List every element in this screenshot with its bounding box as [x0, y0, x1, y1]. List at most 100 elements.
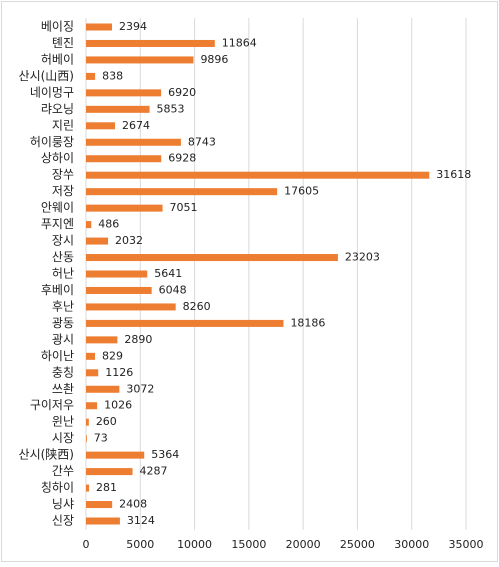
data-label: 17605 — [284, 185, 319, 198]
data-label: 2032 — [115, 234, 143, 247]
data-label: 4287 — [140, 465, 168, 478]
data-label: 1026 — [104, 399, 132, 412]
data-label: 3072 — [126, 382, 154, 395]
data-label: 18186 — [290, 316, 325, 329]
y-tick-label: 간쑤 — [52, 464, 74, 478]
x-tick-label: 15000 — [231, 538, 266, 551]
bar — [86, 72, 96, 80]
bar — [86, 105, 150, 113]
y-tick-label: 시장 — [52, 431, 74, 445]
data-label: 9896 — [200, 53, 228, 66]
y-tick-label: 푸지엔 — [41, 217, 74, 231]
data-label: 829 — [102, 349, 123, 362]
bar — [86, 122, 116, 130]
bar — [86, 418, 89, 426]
bar — [86, 56, 194, 64]
bar — [86, 286, 152, 294]
data-label: 3124 — [127, 514, 155, 527]
data-label: 73 — [94, 432, 108, 445]
data-label: 2408 — [119, 498, 147, 511]
y-tick-label: 구이저우 — [30, 398, 74, 412]
x-tick-label: 25000 — [340, 538, 375, 551]
y-tick-label: 칭하이 — [41, 481, 74, 495]
data-label: 6920 — [168, 86, 196, 99]
y-tick-label: 후베이 — [41, 283, 74, 297]
data-label: 7051 — [170, 201, 198, 214]
y-tick-label: 광시 — [52, 332, 74, 346]
y-tick-label: 베이징 — [41, 20, 74, 34]
bar — [86, 385, 120, 393]
y-tick-label: 저장 — [52, 184, 74, 198]
bar — [86, 402, 98, 410]
y-tick-label: 충칭 — [52, 365, 74, 379]
data-label: 5364 — [151, 448, 179, 461]
y-tick-label: 후난 — [52, 299, 74, 313]
bar — [86, 517, 120, 525]
x-tick-label: 5000 — [126, 538, 154, 551]
data-label: 2890 — [124, 333, 152, 346]
bar — [86, 171, 430, 179]
bar — [86, 221, 92, 229]
y-tick-label: 쓰촨 — [52, 382, 74, 396]
bar — [86, 138, 181, 146]
data-label: 5641 — [154, 267, 182, 280]
bar — [86, 435, 87, 443]
y-tick-label: 톈진 — [52, 36, 74, 50]
data-label: 5853 — [157, 102, 185, 115]
data-label: 838 — [102, 69, 123, 82]
bar — [86, 39, 215, 47]
bar — [86, 484, 90, 492]
bar — [86, 188, 278, 196]
data-label: 281 — [96, 481, 117, 494]
y-tick-label: 닝샤 — [52, 497, 74, 511]
data-label: 8260 — [183, 300, 211, 313]
data-label: 260 — [96, 415, 117, 428]
y-tick-label: 상하이 — [41, 151, 74, 165]
bar — [86, 319, 284, 327]
y-tick-label: 안웨이 — [41, 201, 74, 215]
bar — [86, 89, 162, 97]
y-tick-label: 신장 — [52, 514, 74, 528]
y-tick-label: 산시(陕西) — [19, 447, 74, 462]
bar — [86, 369, 99, 377]
y-tick-label: 허베이 — [41, 52, 74, 66]
y-tick-label: 산시(山西) — [19, 69, 74, 83]
x-tick-label: 35000 — [449, 538, 484, 551]
y-tick-label: 광동 — [52, 316, 74, 330]
bar — [86, 451, 145, 459]
bar — [86, 155, 162, 163]
x-tick-label: 0 — [83, 538, 90, 551]
data-label: 6048 — [159, 283, 187, 296]
bar — [86, 352, 96, 360]
y-tick-label: 하이난 — [41, 349, 74, 363]
data-label: 11864 — [222, 36, 257, 49]
data-label: 23203 — [345, 251, 380, 264]
x-tick-label: 30000 — [394, 538, 429, 551]
bar — [86, 270, 148, 278]
data-label: 2674 — [122, 119, 150, 132]
y-tick-label: 지린 — [52, 118, 74, 132]
bar — [86, 23, 112, 31]
data-label: 2394 — [119, 20, 147, 33]
data-label: 1126 — [105, 366, 133, 379]
bar — [86, 237, 109, 245]
data-label: 6928 — [168, 152, 196, 165]
bar — [86, 336, 118, 344]
y-tick-label: 네이멍구 — [30, 85, 74, 99]
y-tick-label: 윈난 — [52, 415, 74, 429]
bar — [86, 303, 176, 311]
x-tick-label: 10000 — [177, 538, 212, 551]
y-tick-label: 허이룽장 — [30, 135, 74, 149]
y-tick-label: 랴오닝 — [41, 102, 74, 116]
data-label: 31618 — [436, 168, 471, 181]
bar — [86, 501, 113, 509]
y-tick-label: 산동 — [52, 250, 74, 264]
x-tick-label: 20000 — [286, 538, 321, 551]
bar — [86, 204, 163, 212]
bar — [86, 254, 338, 262]
bar — [86, 468, 133, 476]
y-tick-label: 장시 — [52, 234, 74, 248]
data-label: 8743 — [188, 135, 216, 148]
